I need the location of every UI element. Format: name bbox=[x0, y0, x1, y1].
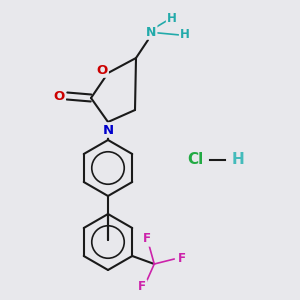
Text: Cl: Cl bbox=[187, 152, 203, 167]
Text: F: F bbox=[178, 253, 186, 266]
Text: N: N bbox=[146, 26, 156, 38]
Text: H: H bbox=[180, 28, 190, 41]
Text: H: H bbox=[167, 11, 177, 25]
Text: O: O bbox=[53, 89, 64, 103]
Text: F: F bbox=[143, 232, 151, 245]
Text: N: N bbox=[102, 124, 114, 136]
Text: F: F bbox=[138, 280, 146, 293]
Text: H: H bbox=[232, 152, 244, 167]
Text: O: O bbox=[96, 64, 108, 76]
